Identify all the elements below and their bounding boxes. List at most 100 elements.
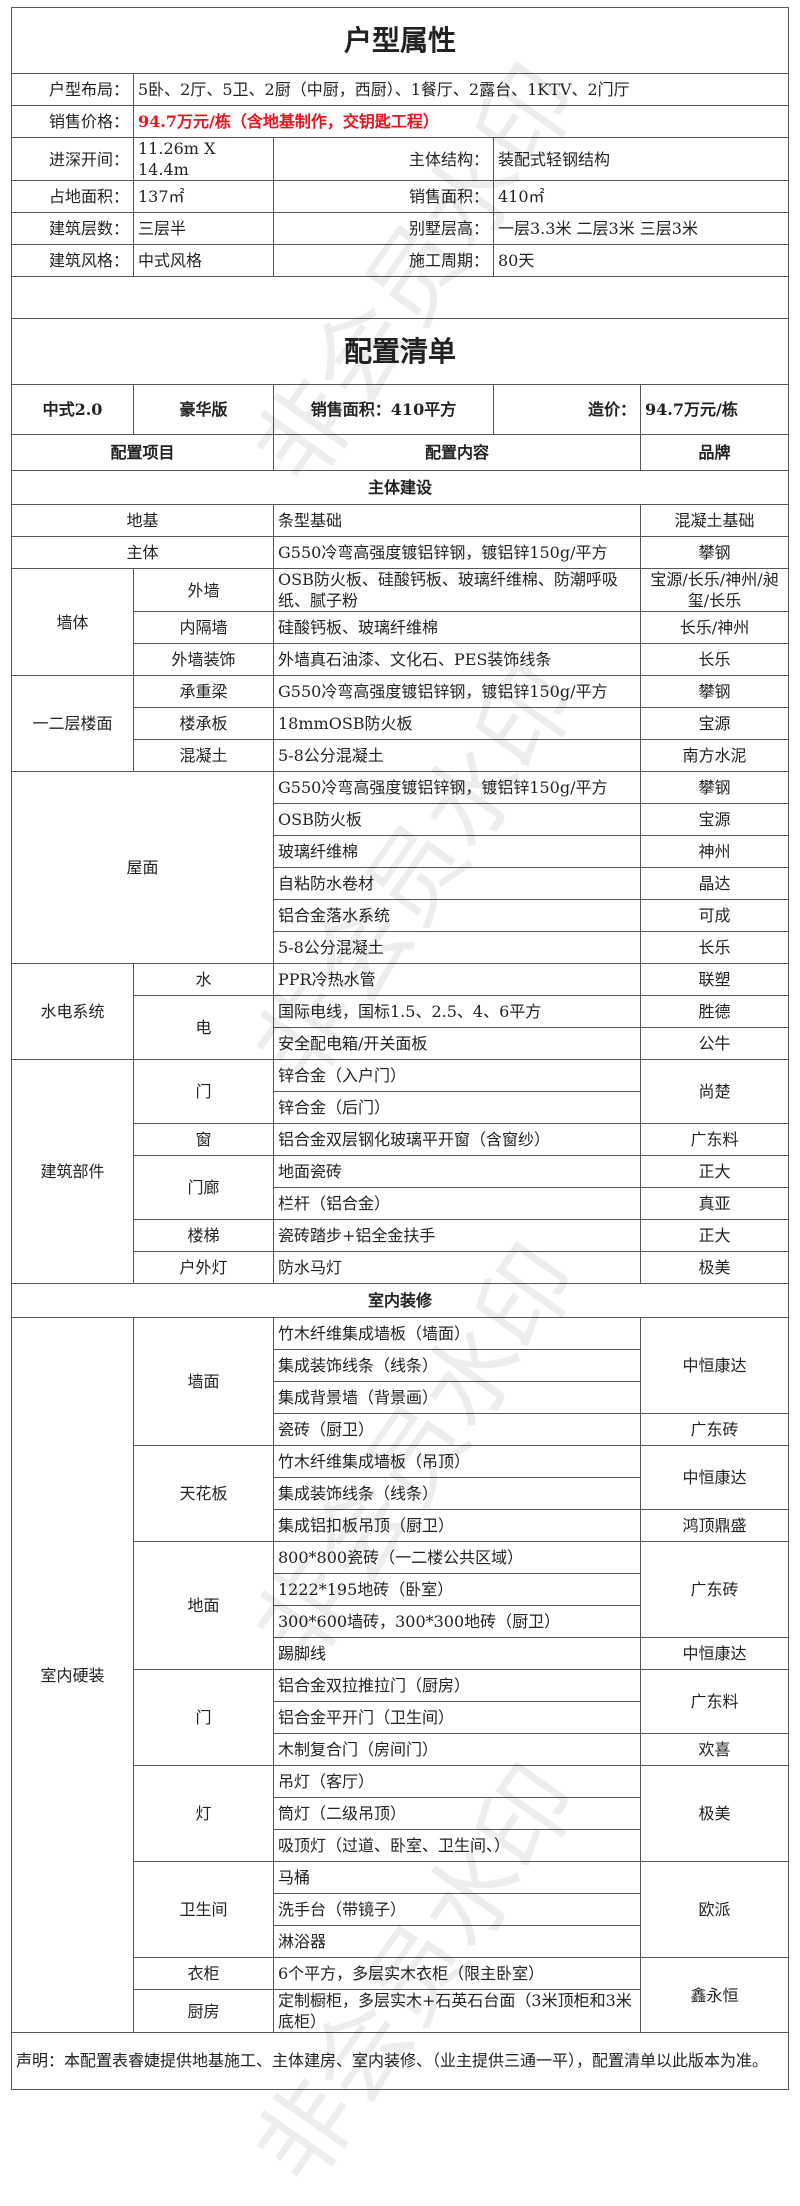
config-content: 玻璃纤维棉: [273, 835, 641, 868]
table-row: 吸顶灯（过道、卧室、卫生间、）: [12, 1829, 789, 1862]
config-content: 吊灯（客厅）: [273, 1765, 641, 1798]
table-row: 1222*195地砖（卧室）: [12, 1573, 789, 1606]
table-row: 水电系统水 PPR冷热水管 联塑: [11, 963, 789, 1060]
brand: 攀钢: [640, 771, 789, 804]
brand: 长乐: [640, 931, 789, 964]
config-content: 马桶: [273, 1861, 641, 1894]
brand: 广东料: [640, 1123, 789, 1156]
group-name: 室内硬装: [11, 1317, 134, 2033]
brand: 长乐: [640, 643, 789, 676]
header-item: 配置项目: [11, 434, 274, 471]
attribute-value: 410㎡: [493, 180, 789, 213]
attribute-label: 主体结构：: [273, 137, 494, 181]
price-value: 94.7万元/栋（含地基制作，交钥匙工程）: [133, 105, 789, 138]
subgroup-name: 墙面: [133, 1317, 274, 1446]
config-content: 锌合金（入户门）: [273, 1059, 641, 1092]
subgroup-name: 厨房: [133, 1989, 274, 2033]
config-content: 集成装饰线条（线条）: [273, 1477, 641, 1510]
brand: 中恒康达: [640, 1317, 789, 1414]
subgroup-name: 外墙: [133, 568, 274, 612]
table-row: 内隔墙 硅酸钙板、玻璃纤维棉 长乐/神州: [12, 611, 789, 644]
table-row: 集成装饰线条（线条）: [12, 1349, 789, 1382]
table-row: 集成背景墙（背景画）: [12, 1381, 789, 1414]
group-name: 墙体: [11, 568, 134, 676]
table-row: 天花板 竹木纤维集成墙板（吊顶） 中恒康达: [12, 1445, 789, 1542]
table-row: 瓷砖（厨卫） 广东砖: [12, 1413, 789, 1446]
brand: 鸿顶鼎盛: [640, 1509, 789, 1542]
brand: 晶达: [640, 867, 789, 900]
brand: 极美: [640, 1765, 789, 1862]
brand: 联塑: [640, 963, 789, 996]
config-title: 配置清单: [11, 318, 789, 385]
table-row: 屋面 G550冷弯高强度镀铝锌钢，镀铝锌150g/平方 攀钢: [11, 771, 789, 964]
brand: 可成: [640, 899, 789, 932]
attribute-value: 80天: [493, 244, 789, 277]
attribute-label: 进深开间：: [11, 137, 134, 181]
subgroup-name: 承重梁: [133, 675, 274, 708]
config-content: 5-8公分混凝土: [273, 931, 641, 964]
brand: 公牛: [640, 1027, 789, 1060]
brand: 中恒康达: [640, 1445, 789, 1510]
table-row: 卫生间 马桶 欧派: [12, 1861, 789, 1958]
header-content: 配置内容: [273, 434, 641, 471]
config-content: 木制复合门（房间门）: [273, 1733, 641, 1766]
config-content: 800*800瓷砖（一二楼公共区域）: [273, 1541, 641, 1574]
config-content: G550冷弯高强度镀铝锌钢，镀铝锌150g/平方: [273, 675, 641, 708]
brand: 胜德: [640, 995, 789, 1028]
group-name: 一二层楼面: [11, 675, 134, 772]
config-content: 栏杆（铝合金）: [273, 1187, 641, 1220]
config-content: G550冷弯高强度镀铝锌钢，镀铝锌150g/平方: [273, 536, 641, 569]
config-content: 条型基础: [273, 504, 641, 537]
plan-price-value: 94.7万元/栋: [640, 384, 789, 435]
config-content: PPR冷热水管: [273, 963, 641, 996]
config-content: OSB防火板、硅酸钙板、玻璃纤维棉、防潮呼吸纸、腻子粉: [273, 568, 641, 612]
config-content: 地面瓷砖: [273, 1155, 641, 1188]
section-title: 室内装修: [11, 1283, 789, 1318]
attribute-value: 11.26m X 14.4m: [133, 137, 274, 181]
subgroup-name: 内隔墙: [133, 611, 274, 644]
attribute-row: 占地面积： 137㎡ 销售面积： 410㎡: [11, 180, 789, 213]
config-content: 集成背景墙（背景画）: [273, 1381, 641, 1414]
config-content: 铝合金双层钢化玻璃平开窗（含窗纱）: [273, 1123, 641, 1156]
table-row: 衣柜 6个平方，多层实木衣柜（限主卧室） 鑫永恒: [12, 1957, 789, 2033]
subgroup-name: 户外灯: [133, 1251, 274, 1284]
attribute-value: 装配式轻钢结构: [493, 137, 789, 181]
subgroup-name: 楼梯: [133, 1219, 274, 1252]
config-content: 自粘防水卷材: [273, 867, 641, 900]
section-title: 主体建设: [11, 470, 789, 505]
table-row: 一二层楼面 承重梁 G550冷弯高强度镀铝锌钢，镀铝锌150g/平方 攀钢: [11, 675, 789, 772]
config-content: 瓷砖踏步+铝全金扶手: [273, 1219, 641, 1252]
config-content: 踢脚线: [273, 1637, 641, 1670]
subgroup-name: 混凝土: [133, 739, 274, 772]
table-row: 铝合金平开门（卫生间）: [12, 1701, 789, 1734]
footer-note: 声明：本配置表睿婕提供地基施工、主体建房、室内装修、（业主提供三通一平），配置清…: [11, 2032, 789, 2090]
config-content: 集成铝扣板吊顶（厨卫）: [273, 1509, 641, 1542]
group-name: 屋面: [11, 771, 274, 964]
table-row: 地基 条型基础 混凝土基础: [11, 504, 789, 537]
table-row: 地面 800*800瓷砖（一二楼公共区域） 广东砖: [12, 1541, 789, 1670]
subgroup-name: 楼承板: [133, 707, 274, 740]
brand: 宝源: [640, 707, 789, 740]
subgroup-name: 门: [133, 1669, 274, 1766]
config-content: 竹木纤维集成墙板（墙面）: [273, 1317, 641, 1350]
brand: 神州: [640, 835, 789, 868]
config-content: 300*600墙砖，300*300地砖（厨卫）: [273, 1605, 641, 1638]
config-content: 吸顶灯（过道、卧室、卫生间、）: [273, 1829, 641, 1862]
brand: 真亚: [640, 1187, 789, 1220]
attribute-label: 占地面积：: [11, 180, 134, 213]
config-content: 筒灯（二级吊顶）: [273, 1797, 641, 1830]
table-row: 灯吊灯（客厅） 极美: [12, 1765, 789, 1862]
config-content: 6个平方，多层实木衣柜（限主卧室）: [273, 1957, 641, 1990]
table-row: 建筑部件门锌合金（入户门） 尚楚: [11, 1059, 789, 1284]
table-row: 外墙装饰 外墙真石油漆、文化石、PES装饰线条 长乐: [12, 643, 789, 676]
table-row: 安全配电箱/开关面板 公牛: [12, 1027, 789, 1060]
config-content: 竹木纤维集成墙板（吊顶）: [273, 1445, 641, 1478]
config-content: 瓷砖（厨卫）: [273, 1413, 641, 1446]
attribute-row: 建筑层数： 三层半 别墅层高： 一层3.3米 二层3米 三层3米: [11, 212, 789, 245]
table-row: 筒灯（二级吊顶）: [12, 1797, 789, 1830]
config-content: 淋浴器: [273, 1925, 641, 1958]
brand: 欧派: [640, 1861, 789, 1958]
config-content: 铝合金落水系统: [273, 899, 641, 932]
table-row: 室内硬装 墙面 竹木纤维集成墙板（墙面） 中恒康达: [11, 1317, 789, 2033]
subgroup-name: 外墙装饰: [133, 643, 274, 676]
